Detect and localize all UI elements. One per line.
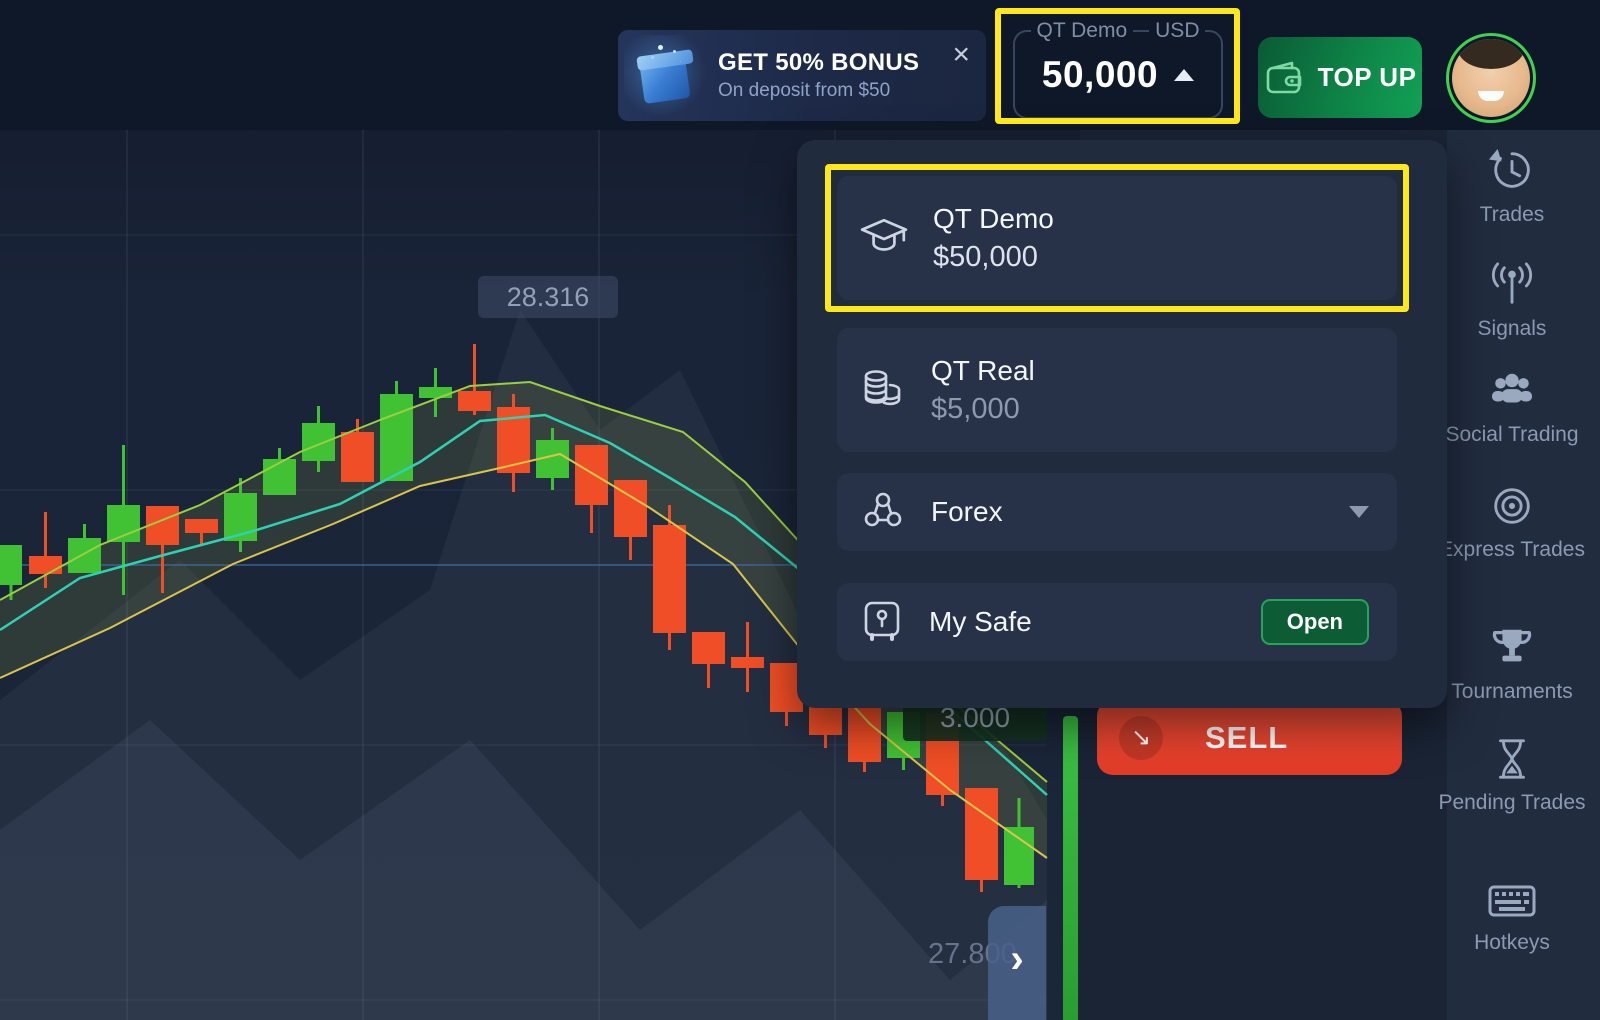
people-icon [1491, 373, 1533, 403]
dropdown-item-balance: $50,000 [933, 240, 1038, 273]
account-balance: 50,000 [1041, 54, 1159, 95]
dropdown-item-title: My Safe [929, 606, 1032, 637]
forex-icon [859, 488, 907, 536]
sidebar-item-trades[interactable]: Trades [1422, 148, 1600, 230]
sidebar-item-label: Signals [1477, 317, 1547, 340]
target-icon [1494, 488, 1530, 524]
safe-icon [859, 598, 905, 646]
sidebar-item-label: Tournaments [1451, 680, 1573, 703]
sell-arrow-icon: ↘ [1119, 715, 1163, 760]
sidebar-item-label: Social Trading [1445, 423, 1579, 446]
dropdown-item-my-safe[interactable]: My Safe Open [837, 583, 1397, 661]
sidebar-item-signals[interactable]: Signals [1422, 262, 1600, 344]
gift-icon [624, 34, 706, 117]
sell-button-label: SELL [1205, 719, 1289, 755]
top-up-button[interactable]: TOP UP [1258, 37, 1422, 118]
hourglass-icon [1499, 739, 1525, 779]
open-safe-button[interactable]: Open [1260, 599, 1369, 645]
sidebar-item-label: Pending Trades [1438, 791, 1586, 814]
coins-icon [859, 366, 907, 414]
trophy-icon [1492, 629, 1532, 662]
history-icon [1489, 148, 1530, 188]
sidebar-item-tournaments[interactable]: Tournaments [1422, 625, 1600, 707]
top-bar: GET 50% BONUS On deposit from $50 × QT D… [0, 0, 1600, 130]
wallet-icon [1266, 61, 1301, 93]
bonus-banner[interactable]: GET 50% BONUS On deposit from $50 × [618, 30, 986, 121]
sidebar-item-hotkeys[interactable]: Hotkeys [1422, 880, 1600, 958]
avatar-photo [1452, 39, 1530, 117]
graduation-cap-icon [859, 215, 909, 261]
dropdown-item-forex[interactable]: Forex [837, 473, 1397, 551]
candlestick-chart-canvas [0, 130, 1048, 1020]
account-dropdown-panel: QT Demo $50,000 QT Real $5,000 [797, 140, 1447, 708]
bonus-banner-subtitle: On deposit from $50 [718, 80, 891, 101]
sentiment-bar [1063, 716, 1078, 1020]
account-selector[interactable]: QT Demo USD 50,000 [1013, 19, 1223, 119]
expand-drawer-button[interactable]: › [988, 906, 1046, 1020]
dropdown-item-title: Forex [931, 496, 1003, 527]
account-currency-label: USD [1149, 19, 1206, 43]
chevron-up-icon [1174, 69, 1195, 81]
dropdown-item-balance: $5,000 [931, 392, 1020, 425]
sidebar-item-pending-trades[interactable]: Pending Trades [1422, 736, 1600, 818]
keyboard-icon [1488, 885, 1536, 917]
dropdown-item-title: QT Real [931, 354, 1035, 386]
sidebar-item-label: Hotkeys [1474, 931, 1550, 954]
sidebar-item-social-trading[interactable]: Social Trading [1422, 368, 1600, 450]
chevron-down-icon [1349, 506, 1369, 518]
top-up-label: TOP UP [1317, 62, 1417, 92]
sidebar-background [1447, 0, 1600, 1020]
sidebar-item-express-trades[interactable]: Express Trades [1422, 483, 1600, 565]
dropdown-item-qt-demo[interactable]: QT Demo $50,000 [837, 176, 1397, 300]
dropdown-item-qt-real[interactable]: QT Real $5,000 [837, 328, 1397, 452]
sidebar-item-label: Express Trades [1439, 538, 1585, 561]
chevron-right-icon: › [1010, 937, 1024, 981]
sidebar-item-label: Trades [1479, 203, 1545, 226]
account-type-label: QT Demo [1030, 19, 1134, 43]
dropdown-item-title: QT Demo [933, 202, 1054, 234]
price-label-upper: 28.316 [478, 276, 618, 318]
avatar[interactable] [1446, 33, 1536, 123]
bonus-banner-title: GET 50% BONUS [718, 49, 920, 76]
antenna-icon [1491, 262, 1533, 304]
close-icon[interactable]: × [952, 38, 970, 71]
sell-button[interactable]: ↘ SELL [1097, 700, 1402, 775]
